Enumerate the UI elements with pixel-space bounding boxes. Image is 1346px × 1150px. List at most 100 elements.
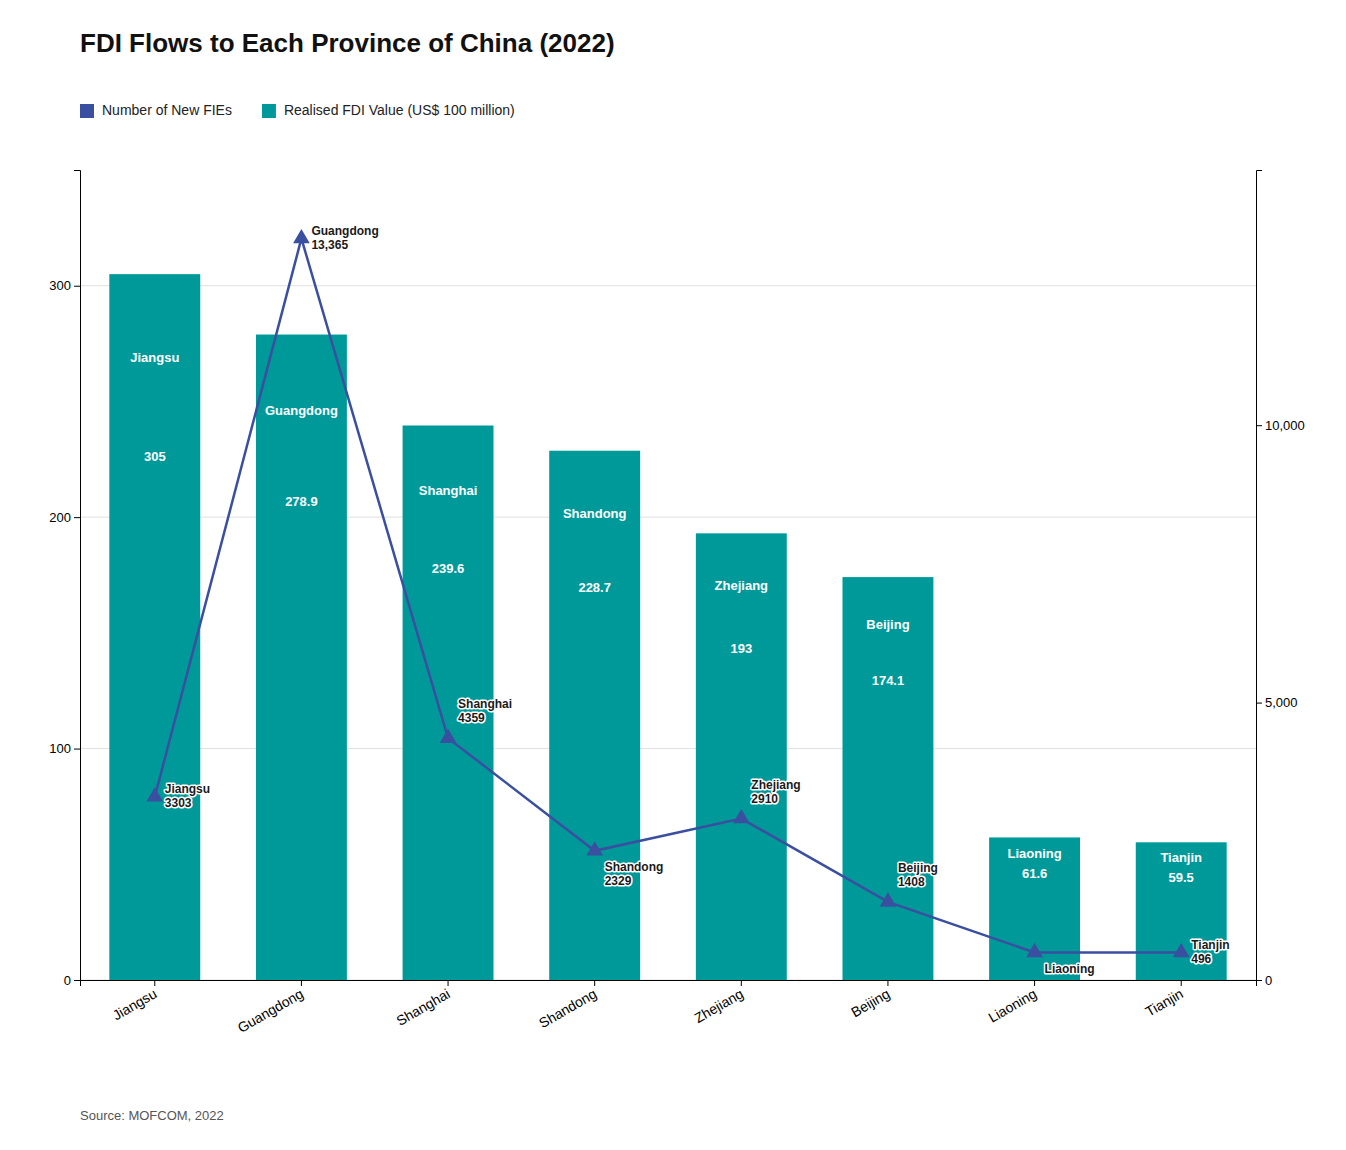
axis: 0 5,000 10,000 — [1256, 171, 1305, 988]
tick: Shandong — [536, 980, 599, 1031]
tick-label: 300 — [49, 278, 71, 293]
tick: Shanghai — [393, 980, 452, 1029]
legend-label: Number of New FIEs — [102, 102, 232, 118]
data-label: 278.9 — [285, 494, 318, 509]
source: Source: MOFCOM, 2022 — [80, 1108, 224, 1123]
marker — [440, 729, 457, 743]
tick-mark — [1256, 703, 1262, 704]
marker — [586, 841, 603, 855]
title: FDI Flows to Each Province of China (202… — [80, 28, 615, 58]
legend-label: Realised FDI Value (US$ 100 million) — [284, 102, 515, 118]
tick: Beijing — [848, 980, 892, 1020]
grid-line — [80, 285, 1256, 286]
annotation: Jiangsu3303 — [165, 782, 210, 810]
axis: 0 100 200 300 — [49, 171, 80, 988]
tick-mark — [154, 980, 155, 986]
data-label: 228.7 — [578, 580, 611, 595]
tick-label: 200 — [49, 510, 71, 525]
tick: Jiangsu — [110, 980, 160, 1023]
axis-line — [74, 171, 81, 981]
tick: 10,000 — [1256, 418, 1305, 433]
annotation: Zhejiang2910 — [751, 778, 800, 806]
bar — [256, 335, 347, 980]
bar-series — [109, 274, 1226, 980]
legend-swatch — [262, 104, 276, 118]
bar — [549, 451, 640, 980]
tick-label: Shanghai — [393, 985, 452, 1028]
tick-mark — [448, 980, 449, 986]
bar — [109, 274, 200, 980]
annotation: Beijing1408 — [898, 861, 938, 889]
line-series — [146, 229, 1189, 957]
tick-mark — [1181, 980, 1182, 986]
tick-label: 100 — [49, 741, 71, 756]
data-label: 305 — [144, 449, 166, 464]
legend-item: Number of New FIEs — [80, 102, 232, 118]
tick: 0 — [1256, 973, 1272, 988]
data-label: 61.6 — [1022, 866, 1047, 881]
data-label: 174.1 — [872, 673, 905, 688]
bar — [696, 533, 787, 980]
marker — [1026, 943, 1043, 957]
tick-mark — [1034, 980, 1035, 986]
data-label: 193 — [730, 641, 752, 656]
bar — [1136, 842, 1227, 980]
marker — [146, 787, 163, 801]
tick-label: 0 — [64, 973, 71, 988]
tick-mark — [74, 517, 80, 518]
axis-line — [1257, 171, 1263, 981]
legend-item: Realised FDI Value (US$ 100 million) — [262, 102, 515, 118]
axis: Jiangsu Guangdong Shanghai Shandong Zhejiang… — [81, 980, 1257, 1036]
tick-label: Liaoning — [985, 985, 1039, 1025]
tick-mark — [74, 980, 80, 981]
tick-label: 0 — [1265, 973, 1272, 988]
tick-label: Tianjin — [1143, 985, 1186, 1019]
tick-mark — [741, 980, 742, 986]
marker — [1173, 943, 1190, 957]
bar — [989, 837, 1080, 980]
bar-name-label: Beijing — [866, 617, 909, 632]
bar-name-label: Liaoning — [1007, 846, 1061, 861]
labels: Jiangsu 305 Guangdong 278.9 Shanghai 239.6 Sha… — [130, 224, 1229, 976]
tick: 5,000 — [1256, 695, 1298, 710]
bar-name-label: Jiangsu — [130, 350, 179, 365]
data-label: 239.6 — [432, 561, 465, 576]
bar-name-label: Shandong — [563, 506, 627, 521]
tick: 200 — [49, 510, 80, 525]
tick-label: Jiangsu — [110, 985, 160, 1023]
annotation: Guangdong13,365 — [311, 224, 378, 252]
bar-name-label: Guangdong — [265, 403, 338, 418]
annotation: Shandong2329 — [605, 860, 664, 888]
tick-mark — [594, 980, 595, 986]
bar-name-label: Tianjin — [1160, 850, 1202, 865]
marker — [733, 809, 750, 823]
marker — [293, 229, 310, 243]
tick-label: Zhejiang — [691, 985, 746, 1026]
annotation: Shanghai4359 — [458, 697, 512, 725]
legend-swatch — [80, 104, 94, 118]
tick: 0 — [64, 973, 80, 988]
tick-mark — [1256, 425, 1262, 426]
annotation: Liaoning — [1045, 962, 1095, 976]
tick: 100 — [49, 741, 80, 756]
axis-line — [81, 981, 1257, 987]
tick-label: Beijing — [848, 985, 892, 1020]
tick: Guangdong — [235, 980, 306, 1036]
tick-mark — [74, 749, 80, 750]
tick: 300 — [49, 278, 80, 293]
marker — [880, 892, 897, 906]
bar-name-label: Zhejiang — [715, 578, 769, 593]
tick: Tianjin — [1143, 980, 1186, 1020]
tick-label: 5,000 — [1265, 695, 1298, 710]
tick: Zhejiang — [691, 980, 746, 1026]
bar-name-label: Shanghai — [419, 483, 478, 498]
legend: Number of New FIEs Realised FDI Value (US… — [80, 102, 515, 118]
tick-mark — [887, 980, 888, 986]
bar — [842, 577, 933, 980]
tick: Liaoning — [985, 980, 1039, 1026]
line — [155, 239, 1181, 953]
tick-label: Shandong — [536, 985, 599, 1031]
tick-mark — [301, 980, 302, 986]
grid — [80, 286, 1256, 980]
annotation: Tianjin496 — [1191, 938, 1229, 966]
